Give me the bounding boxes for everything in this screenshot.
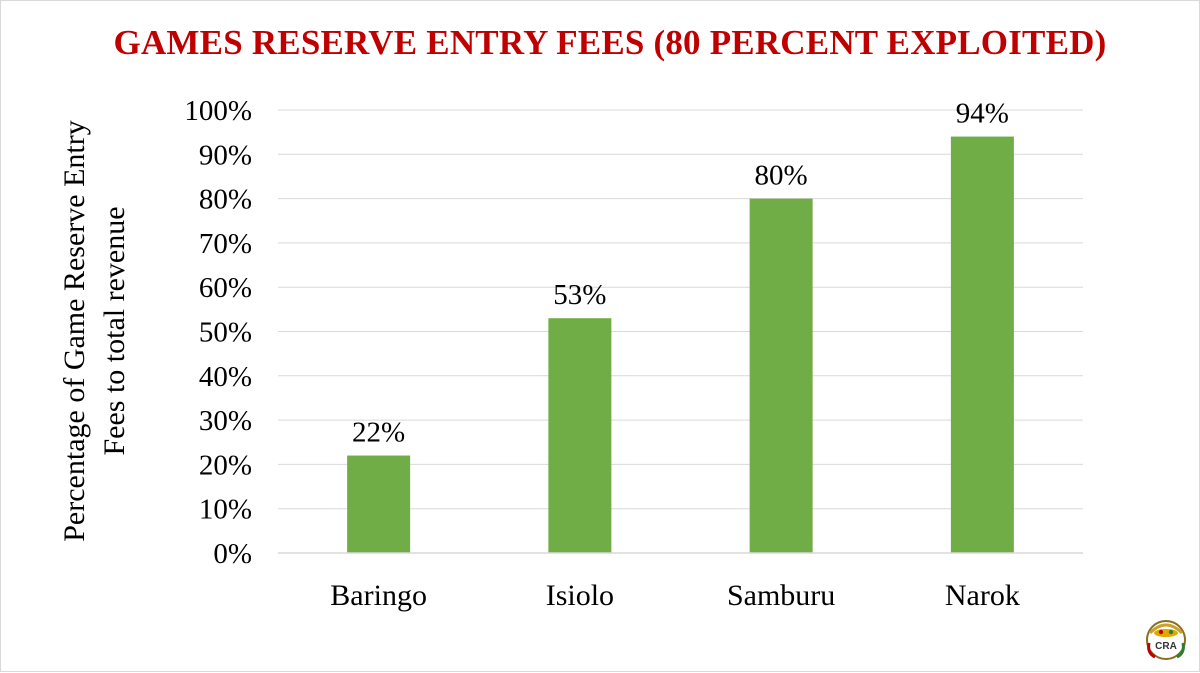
bar xyxy=(347,455,411,553)
x-tick-label: Samburu xyxy=(727,579,835,612)
y-tick-label: 60% xyxy=(199,272,252,304)
bar xyxy=(749,198,813,553)
x-tick-label: Narok xyxy=(945,579,1020,612)
bar xyxy=(548,318,612,553)
y-tick-label: 0% xyxy=(213,538,252,570)
y-tick-label: 100% xyxy=(184,95,252,127)
y-tick-label: 30% xyxy=(199,405,252,437)
data-label: 94% xyxy=(956,98,1009,130)
y-tick-label: 70% xyxy=(199,228,252,260)
bar xyxy=(950,136,1014,553)
cra-logo-text: CRA xyxy=(1155,641,1177,652)
y-tick-label: 20% xyxy=(199,449,252,481)
y-tick-label: 40% xyxy=(199,361,252,393)
data-label: 22% xyxy=(352,417,405,449)
y-tick-label: 10% xyxy=(199,494,252,526)
x-tick-label: Isiolo xyxy=(546,579,614,612)
y-tick-label: 80% xyxy=(199,184,252,216)
data-label: 80% xyxy=(755,160,808,192)
data-label: 53% xyxy=(553,279,606,311)
chart-title: GAMES RESERVE ENTRY FEES (80 PERCENT EXP… xyxy=(113,23,1107,62)
x-tick-label: Baringo xyxy=(330,579,427,612)
y-tick-label: 50% xyxy=(199,317,252,349)
y-tick-label: 90% xyxy=(199,139,252,171)
cra-logo-icon: CRA xyxy=(1141,613,1191,663)
